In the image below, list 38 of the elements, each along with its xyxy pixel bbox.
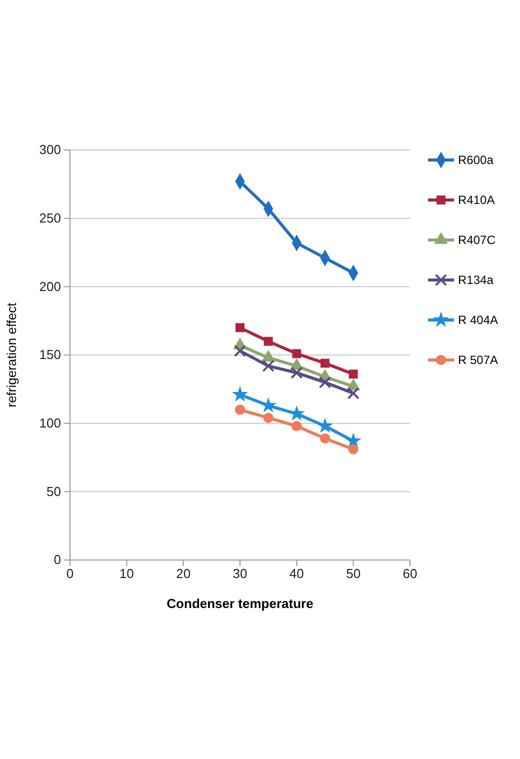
y-tick-label: 150 — [39, 347, 61, 362]
point — [320, 433, 330, 444]
y-tick-label: 50 — [46, 484, 61, 499]
legend-label: R134a — [458, 273, 494, 287]
point — [262, 360, 274, 372]
x-tick-label: 30 — [232, 566, 248, 582]
point — [232, 386, 248, 402]
point — [236, 323, 244, 332]
x-tick-label: 0 — [66, 566, 74, 582]
y-tick-label: 100 — [39, 415, 61, 430]
point — [318, 376, 332, 388]
x-tick-label: 10 — [119, 566, 134, 582]
x-tick-label: 50 — [346, 566, 361, 582]
y-tick-label: 300 — [39, 142, 61, 158]
point — [348, 444, 358, 454]
point — [292, 421, 302, 432]
y-axis-title: refrigeration effect — [4, 302, 19, 408]
y-tick-label: 200 — [39, 278, 61, 294]
x-tick-label: 60 — [402, 566, 418, 582]
point — [320, 358, 330, 368]
point — [348, 370, 358, 379]
y-tick-label: 250 — [39, 210, 61, 226]
legend-label: R410A — [458, 193, 495, 207]
legend-label: R 404A — [458, 313, 498, 327]
x-tick-label: 20 — [176, 566, 191, 582]
point — [234, 344, 246, 358]
x-tick-label: 40 — [289, 566, 304, 582]
point — [234, 404, 246, 415]
x-axis-title: Condenser temperature — [166, 596, 314, 611]
point — [263, 412, 274, 423]
y-tick-label: 0 — [54, 552, 61, 568]
legend-label: R600a — [458, 153, 494, 167]
point — [290, 366, 303, 379]
point — [292, 349, 302, 358]
point — [264, 336, 273, 346]
point — [347, 387, 360, 400]
legend-label: R407C — [458, 233, 496, 247]
legend-label: R 507A — [458, 353, 498, 367]
